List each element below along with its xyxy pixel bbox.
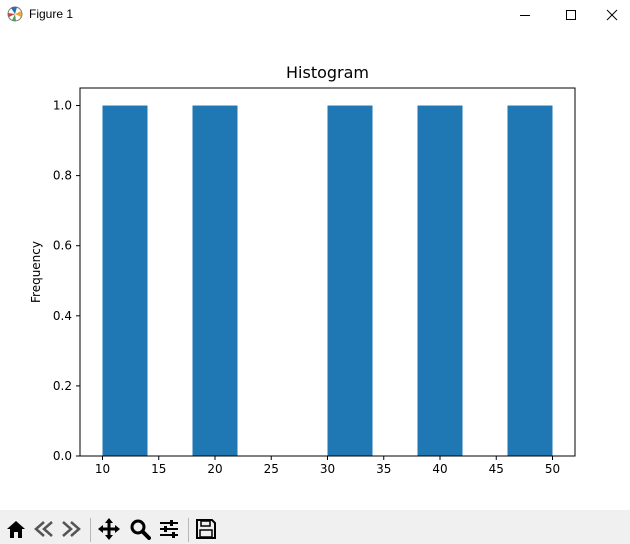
x-tick-label: 10 <box>95 462 110 476</box>
y-tick-label: 0.0 <box>53 449 72 463</box>
back-button[interactable] <box>32 517 56 541</box>
toolbar-separator <box>188 518 189 542</box>
maximize-icon <box>566 10 576 20</box>
navigation-toolbar <box>0 510 630 544</box>
configure-subplots-button[interactable] <box>157 517 181 541</box>
figure-canvas: Histogram Frequency 10 15 20 25 30 35 40 45 50 0… <box>0 30 630 510</box>
axes-frame <box>79 87 576 457</box>
x-tick-label: 15 <box>151 462 166 476</box>
x-tick-label: 50 <box>545 462 560 476</box>
forward-arrow-icon <box>62 521 81 537</box>
x-tick-label: 20 <box>207 462 222 476</box>
back-arrow-icon <box>34 521 53 537</box>
x-tick-label: 25 <box>264 462 279 476</box>
histogram-bar <box>417 105 463 457</box>
histogram-chart: Histogram Frequency 10 15 20 25 30 35 40 45 50 0… <box>29 63 576 476</box>
y-tick-label: 1.0 <box>53 99 72 113</box>
y-axis: 0.0 0.2 0.4 0.6 0.8 1.0 <box>53 99 80 463</box>
move-arrows-icon <box>98 518 120 540</box>
chart-title: Histogram <box>286 63 369 82</box>
y-axis-label: Frequency <box>29 241 43 303</box>
sliders-icon <box>160 520 178 538</box>
y-tick-label: 0.2 <box>53 379 72 393</box>
minimize-icon <box>520 15 530 16</box>
home-button[interactable] <box>4 517 28 541</box>
y-tick-label: 0.6 <box>53 239 72 253</box>
bars-group <box>102 105 553 457</box>
histogram-bar <box>507 105 553 457</box>
forward-button[interactable] <box>59 517 83 541</box>
y-tick-label: 0.8 <box>53 169 72 183</box>
histogram-bar <box>327 105 373 457</box>
matplotlib-app-icon <box>6 5 24 23</box>
x-axis: 10 15 20 25 30 35 40 45 50 <box>95 456 560 476</box>
histogram-bar <box>102 105 148 457</box>
zoom-button[interactable] <box>128 517 152 541</box>
minimize-button[interactable] <box>502 0 548 30</box>
floppy-disk-icon <box>196 519 216 539</box>
x-tick-label: 35 <box>376 462 391 476</box>
x-tick-label: 40 <box>432 462 447 476</box>
close-icon <box>606 9 618 21</box>
close-button[interactable] <box>594 0 630 30</box>
home-icon <box>7 521 25 538</box>
maximize-button[interactable] <box>548 0 594 30</box>
pan-button[interactable] <box>97 517 121 541</box>
histogram-bar <box>192 105 238 457</box>
window-title: Figure 1 <box>29 7 74 21</box>
window-titlebar: Figure 1 <box>0 0 630 30</box>
y-tick-label: 0.4 <box>53 309 72 323</box>
toolbar-separator <box>90 518 91 542</box>
x-tick-label: 30 <box>320 462 335 476</box>
save-button[interactable] <box>194 517 218 541</box>
magnifier-icon <box>130 519 151 540</box>
x-tick-label: 45 <box>489 462 504 476</box>
